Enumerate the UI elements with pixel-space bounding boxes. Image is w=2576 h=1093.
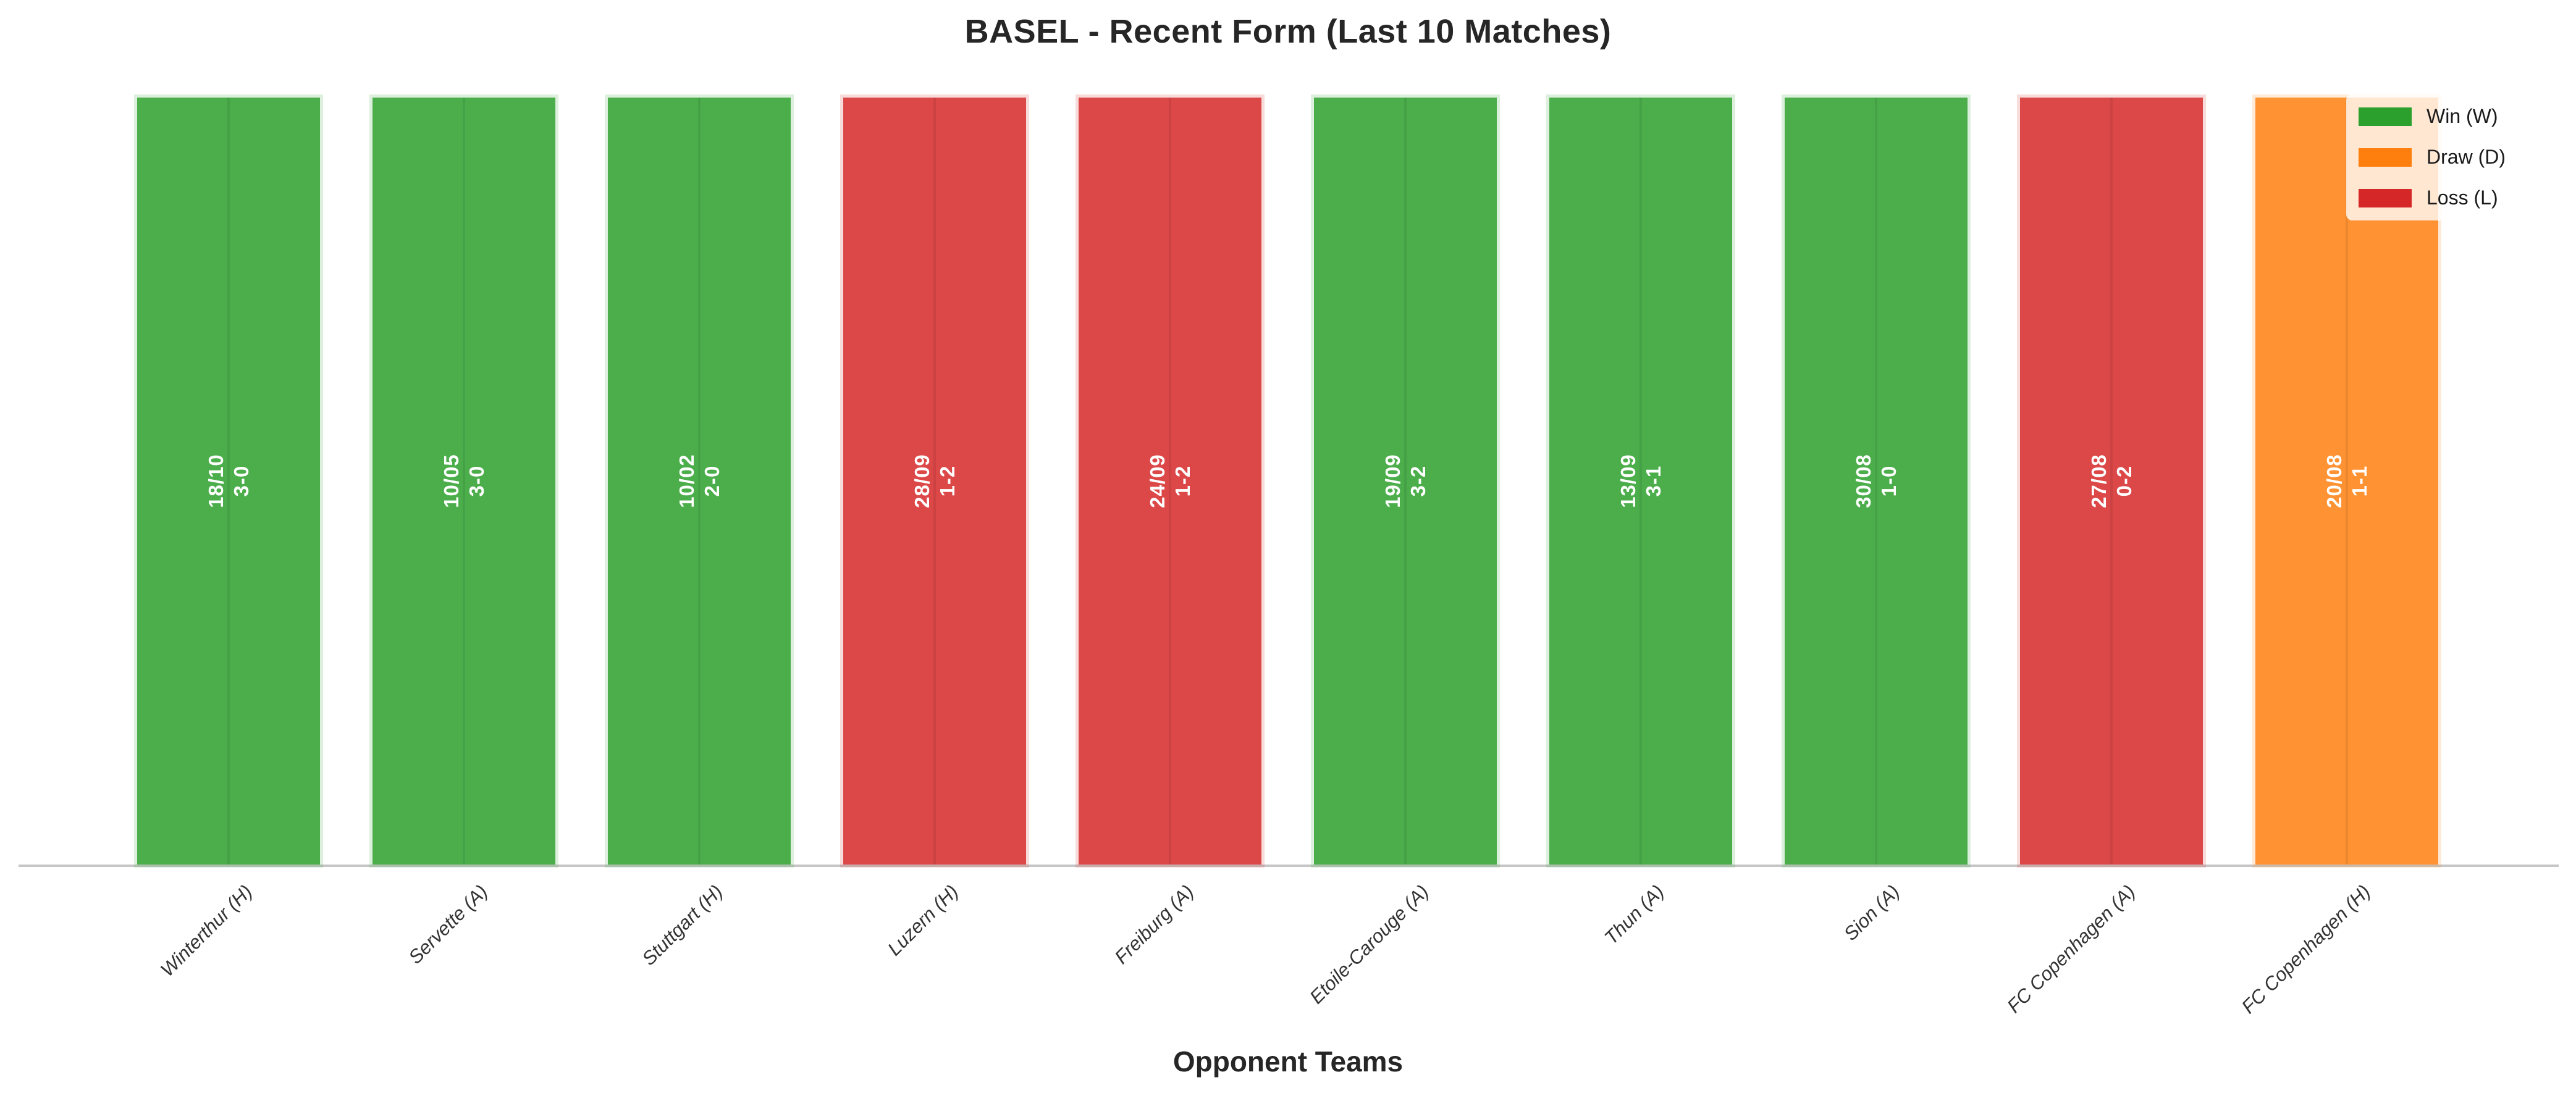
match-score: 1-0	[1877, 465, 1900, 497]
legend-swatch-icon	[2359, 107, 2412, 126]
bar-value-label: 10/05 3-0	[439, 454, 489, 508]
bar-value-label: 13/09 3-1	[1615, 454, 1666, 508]
bar-9: 27/08 0-2	[2020, 98, 2203, 865]
x-axis-title: Opponent Teams	[1172, 1045, 1404, 1078]
gridline	[463, 98, 465, 865]
legend-swatch-icon	[2359, 148, 2412, 167]
x-tick-label: Servette (A)	[404, 881, 492, 968]
x-tick-label: Winterthur (H)	[156, 881, 256, 981]
bar-value-label: 24/09 1-2	[1145, 454, 1195, 508]
legend-swatch-icon	[2359, 188, 2412, 207]
match-date: 13/09	[1617, 454, 1639, 508]
chart-title: BASEL - Recent Form (Last 10 Matches)	[964, 13, 1612, 50]
bar-5: 24/09 1-2	[1079, 98, 1261, 865]
match-date: 30/08	[1852, 454, 1875, 508]
gridline	[2110, 98, 2113, 865]
bar-value-label: 19/09 3-2	[1380, 454, 1431, 508]
bar-8: 30/08 1-0	[1785, 98, 1968, 865]
legend: Win (W) Draw (D) Loss (L)	[2346, 94, 2522, 220]
match-date: 27/08	[2087, 454, 2110, 508]
legend-label: Loss (L)	[2427, 186, 2498, 209]
x-tick-label: Sion (A)	[1839, 881, 1904, 945]
bar-3: 10/02 2-0	[608, 98, 791, 865]
gridline	[698, 98, 701, 865]
bar-value-label: 27/08 0-2	[2086, 454, 2137, 508]
match-date: 10/02	[675, 454, 698, 508]
bar-6: 19/09 3-2	[1314, 98, 1497, 865]
x-tick-label: Freiburg (A)	[1110, 881, 1198, 968]
gridline	[227, 98, 230, 865]
match-score: 1-2	[1171, 465, 1194, 497]
bar-value-label: 20/08 1-1	[2321, 454, 2372, 508]
bar-1: 18/10 3-0	[137, 98, 320, 865]
bar-value-label: 28/09 1-2	[909, 454, 960, 508]
legend-item: Loss (L)	[2359, 186, 2506, 209]
legend-item: Draw (D)	[2359, 146, 2506, 169]
match-date: 10/05	[440, 454, 463, 508]
gridline	[2346, 98, 2348, 865]
x-tick-label: Etoile-Carouge (A)	[1305, 881, 1433, 1008]
match-date: 28/09	[911, 454, 933, 508]
legend-label: Draw (D)	[2427, 146, 2506, 168]
bar-4: 28/09 1-2	[843, 98, 1026, 865]
legend-item: Win (W)	[2359, 105, 2506, 128]
match-date: 19/09	[1381, 454, 1404, 508]
match-score: 2-0	[701, 465, 723, 497]
x-axis-line	[19, 865, 2559, 867]
x-tick-label: Luzern (H)	[883, 881, 962, 960]
match-score: 3-0	[230, 465, 253, 497]
match-score: 1-1	[2348, 465, 2371, 497]
bar-value-label: 30/08 1-0	[1851, 454, 1901, 508]
legend-label: Win (W)	[2427, 105, 2498, 127]
x-tick-label: FC Copenhagen (H)	[2237, 881, 2375, 1018]
gridline	[1404, 98, 1407, 865]
gridline	[1875, 98, 1877, 865]
bar-value-label: 18/10 3-0	[203, 454, 254, 508]
match-score: 0-2	[2113, 465, 2136, 497]
match-date: 20/08	[2323, 454, 2346, 508]
match-score: 1-2	[936, 465, 959, 497]
match-score: 3-0	[465, 465, 488, 497]
bar-10: 20/08 1-1	[2255, 98, 2438, 865]
match-score: 3-1	[1642, 465, 1665, 497]
bar-7: 13/09 3-1	[1549, 98, 1732, 865]
bar-value-label: 10/02 2-0	[674, 454, 725, 508]
bar-2: 10/05 3-0	[373, 98, 555, 865]
match-date: 18/10	[204, 454, 227, 508]
x-tick-label: Thun (A)	[1600, 881, 1669, 949]
x-tick-label: FC Copenhagen (A)	[2002, 881, 2139, 1017]
match-score: 3-2	[1407, 465, 1429, 497]
gridline	[933, 98, 936, 865]
x-tick-label: Stuttgart (H)	[638, 881, 727, 970]
gridline	[1639, 98, 1642, 865]
gridline	[1169, 98, 1171, 865]
match-date: 24/09	[1146, 454, 1169, 508]
